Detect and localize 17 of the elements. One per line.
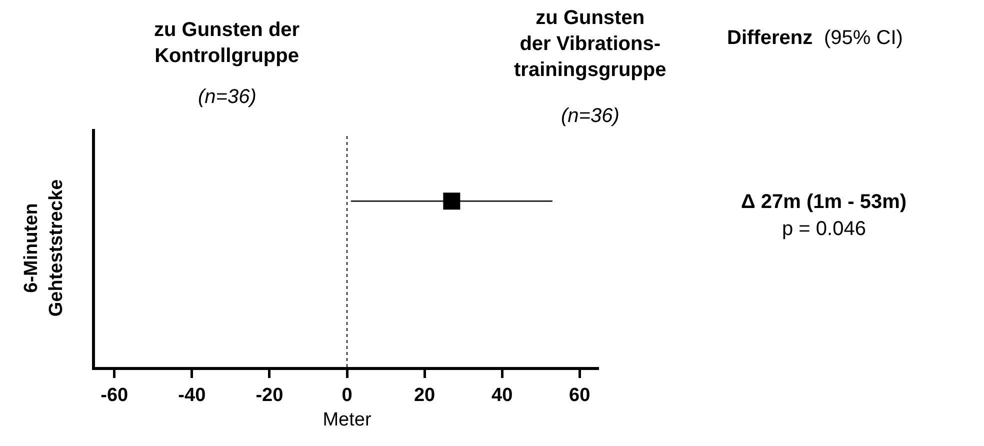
x-tick-label: -40 [178,384,206,406]
x-tick-label: 0 [342,384,352,406]
text: zu Gunsten der Kontrollgruppe [154,19,300,67]
x-tick-label: 20 [414,384,436,406]
x-tick-label: -20 [256,384,284,406]
x-tick-label: 60 [569,384,590,406]
x-axis-title: Meter [322,410,372,431]
text: (n=36) [561,105,620,127]
text: Differenz [727,27,813,49]
text: Δ 27m (1m - 53m) [741,191,907,213]
x-tick-label: -60 [100,384,128,406]
text: (95% CI) [824,27,903,49]
text: zu Gunsten der Vibrations- trainingsgruppe [514,7,666,81]
text: (n=36) [198,86,256,108]
text: p = 0.046 [782,218,866,240]
x-tick-label: 40 [492,384,513,406]
y-axis-title: 6-Minuten Gehteststrecke [21,179,67,317]
